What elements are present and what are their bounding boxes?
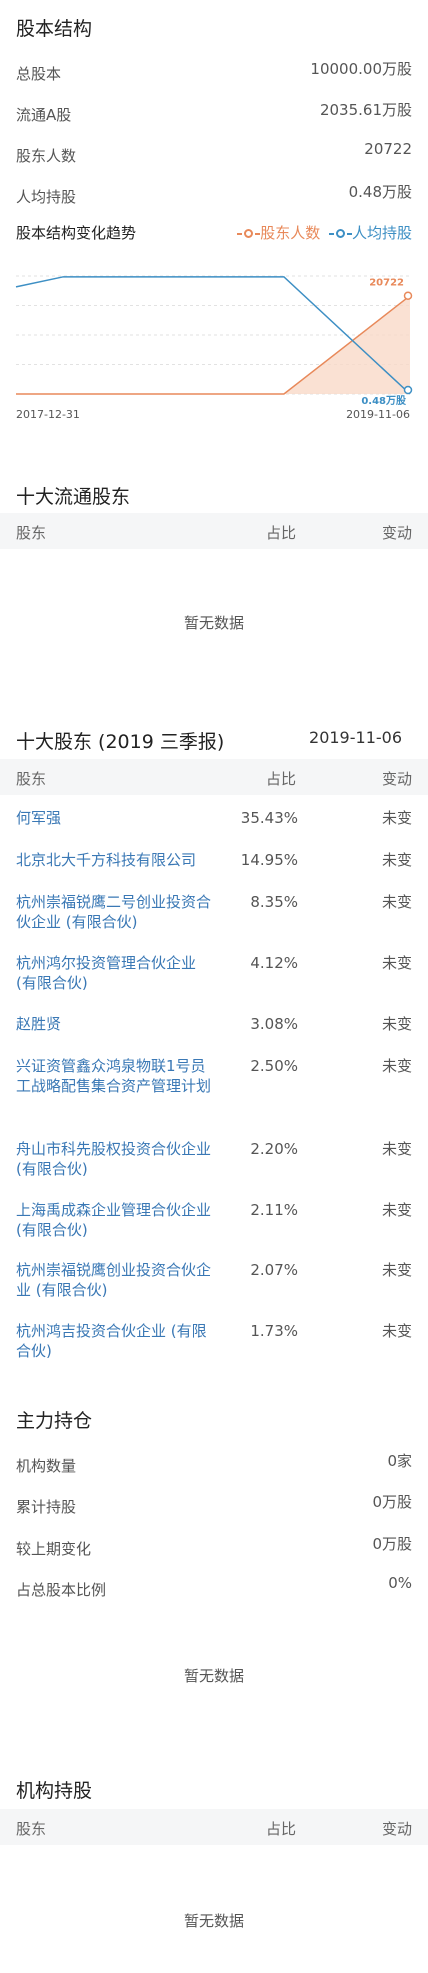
holder-ratio: 14.95% [240,851,298,869]
holder-change: 未变 [381,954,412,972]
holder-change: 未变 [381,809,412,827]
float-top10-table-header: 股东 占比 变动 [0,513,428,549]
float-top10-empty: 暂无数据 [183,614,244,632]
float-top10-title: 十大流通股东 [16,486,131,508]
legend-line-icon [255,232,261,235]
top10-date: 2019-11-06 [309,728,402,747]
total-shares-value: 10000.00万股 [310,60,412,78]
holder-link[interactable]: 上海禹成森企业管理合伙企业 (有限合伙) [16,1201,212,1239]
legend-line-icon [328,232,334,235]
holder-change: 未变 [381,1140,412,1158]
legend-holder-count[interactable]: 股东人数 [237,224,325,242]
avg-holding-end-point [403,385,413,395]
col-change-header: 变动 [381,1820,412,1838]
avg-holding-label: 人均持股 [16,188,77,206]
holder-change: 未变 [381,1322,412,1340]
holder-count-end-label: 20722 [369,278,404,289]
holder-ratio: 1.73% [250,1322,298,1340]
holder-link[interactable]: 杭州鸿尔投资管理合伙企业 (有限合伙) [16,954,197,992]
trend-chart: 20722 0.48万股 2017-12-31 2019-11-06 [15,275,413,421]
top10-title: 十大股东 (2019 三季报) [16,731,225,753]
inst-holding-table-header: 股东 占比 变动 [0,1809,428,1845]
holder-change: 未变 [381,1201,412,1219]
float-a-shares-label: 流通A股 [16,106,72,124]
col-ratio-header: 占比 [266,1820,297,1838]
float-a-shares-value: 2035.61万股 [319,101,412,119]
holder-link[interactable]: 北京北大千方科技有限公司 [16,851,197,869]
holder-ratio: 2.20% [250,1140,298,1158]
avg-holding-line [15,276,411,395]
holder-ratio: 2.07% [250,1261,298,1279]
change-vs-prev-label: 较上期变化 [16,1540,92,1558]
holder-link[interactable]: 杭州鸿吉投资合伙企业 (有限合伙) [16,1322,207,1360]
total-holding-value: 0万股 [372,1493,412,1511]
holder-count-area [16,295,410,394]
legend-circle-icon [244,229,254,238]
inst-count-value: 0家 [387,1452,412,1470]
holder-count-line [16,295,411,395]
holder-link[interactable]: 杭州崇福锐鹰创业投资合伙企业 (有限合伙) [16,1261,212,1299]
col-holder-header: 股东 [16,770,47,788]
col-ratio-header: 占比 [266,770,297,788]
main-holding-title: 主力持仓 [16,1410,93,1432]
col-holder-header: 股东 [16,1820,47,1838]
equity-section-title: 股本结构 [16,18,93,40]
holder-change: 未变 [381,1057,412,1075]
avg-holding-end-label: 0.48万股 [361,395,407,407]
legend-line-icon [346,232,352,235]
holder-change: 未变 [381,893,412,911]
trend-title: 股本结构变化趋势 [16,224,137,242]
main-holding-empty: 暂无数据 [183,1667,244,1685]
holder-link[interactable]: 何军强 [16,809,62,827]
legend-label: 股东人数 [260,224,321,242]
holder-count-label: 股东人数 [16,147,77,165]
col-ratio-header: 占比 [266,524,297,542]
total-shares-label: 总股本 [16,65,62,83]
legend-circle-icon [335,229,345,238]
legend-label: 人均持股 [351,224,412,242]
inst-count-label: 机构数量 [16,1457,77,1475]
holder-link[interactable]: 杭州崇福锐鹰二号创业投资合伙企业 (有限合伙) [16,893,212,931]
change-vs-prev-value: 0万股 [372,1535,412,1553]
legend-avg-holding[interactable]: 人均持股 [328,224,412,242]
total-holding-label: 累计持股 [16,1498,77,1516]
holder-ratio: 35.43% [240,809,298,827]
inst-holding-title: 机构持股 [16,1780,93,1802]
holder-link[interactable]: 赵胜贤 [16,1015,62,1033]
holder-ratio: 4.12% [250,954,298,972]
holder-change: 未变 [381,851,412,869]
holder-count-end-point [403,291,413,300]
inst-holding-empty: 暂无数据 [183,1912,244,1930]
share-ratio-value: 0% [388,1574,412,1592]
col-holder-header: 股东 [16,524,47,542]
x-axis-label-end: 2019-11-06 [346,408,410,421]
holder-ratio: 8.35% [250,893,298,911]
holder-link[interactable]: 兴证资管鑫众鸿泉物联1号员工战略配售集合资产管理计划 [16,1057,212,1095]
x-axis-label-start: 2017-12-31 [16,408,80,421]
holder-change: 未变 [381,1015,412,1033]
avg-holding-value: 0.48万股 [348,183,412,201]
holder-count-value: 20722 [364,140,412,158]
col-change-header: 变动 [381,770,412,788]
col-change-header: 变动 [381,524,412,542]
top10-table-header: 股东 占比 变动 [0,759,428,795]
holder-ratio: 2.50% [250,1057,298,1075]
holder-ratio: 2.11% [250,1201,298,1219]
holder-ratio: 3.08% [250,1015,298,1033]
legend-line-icon [237,232,243,235]
chart-legend: 股东人数 人均持股 [237,222,412,243]
share-ratio-label: 占总股本比例 [16,1581,107,1599]
holder-link[interactable]: 舟山市科先股权投资合伙企业 (有限合伙) [16,1140,212,1178]
holder-change: 未变 [381,1261,412,1279]
